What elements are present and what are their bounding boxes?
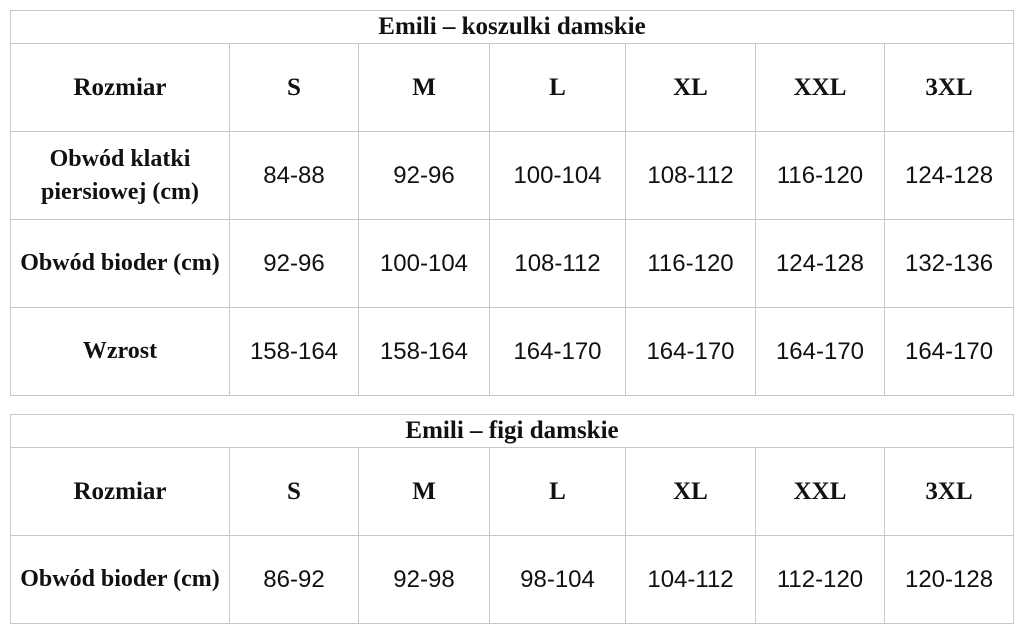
table-row: Wzrost 158-164 158-164 164-170 164-170 164-17… [10,307,1015,396]
measurement-cell: 164-170 [489,307,626,396]
measurement-cell: 164-170 [755,307,885,396]
row-label: Obwód bioder (cm) [10,535,230,624]
measurement-cell: 158-164 [358,307,490,396]
measurement-cell: 132-136 [883,219,1015,308]
measurement-cell: 124-128 [755,219,885,308]
measurement-cell: 92-96 [229,219,359,308]
shirts-size-table: Emili – koszulki damskie Rozmiar S M L XL XXL 3… [9,10,1015,396]
measurement-cell: 104-112 [625,535,756,624]
measurement-cell: 86-92 [229,535,359,624]
size-header: XXL [755,447,885,536]
size-header: S [229,447,359,536]
measurement-cell: 164-170 [883,307,1015,396]
measurement-cell: 108-112 [625,131,756,220]
size-header: L [489,43,626,132]
row-label: Obwód klatki piersiowej (cm) [10,131,230,220]
measurement-cell: 100-104 [489,131,626,220]
measurement-cell: 108-112 [489,219,626,308]
size-header: XL [625,447,756,536]
row-label: Obwód bioder (cm) [10,219,230,308]
size-header: M [358,447,490,536]
measurement-cell: 116-120 [625,219,756,308]
size-header: M [358,43,490,132]
measurement-cell: 164-170 [625,307,756,396]
table-title: Emili – figi damskie [9,414,1015,448]
table-title-row: Emili – figi damskie [9,414,1015,448]
table-title: Emili – koszulki damskie [9,10,1015,44]
size-header: S [229,43,359,132]
size-header: 3XL [883,447,1015,536]
measurement-cell: 100-104 [358,219,490,308]
measurement-cell: 92-98 [358,535,490,624]
row-label: Wzrost [10,307,230,396]
header-row: Rozmiar S M L XL XXL 3XL [10,43,1015,132]
table-title-row: Emili – koszulki damskie [9,10,1015,44]
size-header: XL [625,43,756,132]
measurement-cell: 124-128 [883,131,1015,220]
header-label: Rozmiar [10,447,230,536]
header-label: Rozmiar [10,43,230,132]
size-header: XXL [755,43,885,132]
measurement-cell: 116-120 [755,131,885,220]
table-row: Obwód bioder (cm) 92-96 100-104 108-112 116-… [10,219,1015,308]
measurement-cell: 98-104 [489,535,626,624]
header-row: Rozmiar S M L XL XXL 3XL [10,447,1015,536]
measurement-cell: 120-128 [883,535,1015,624]
size-header: L [489,447,626,536]
briefs-size-table: Emili – figi damskie Rozmiar S M L XL XXL 3XL Ob… [9,414,1015,624]
measurement-cell: 92-96 [358,131,490,220]
measurement-cell: 158-164 [229,307,359,396]
measurement-cell: 84-88 [229,131,359,220]
size-header: 3XL [883,43,1015,132]
table-row: Obwód klatki piersiowej (cm) 84-88 92-96 10… [10,131,1015,220]
table-row: Obwód bioder (cm) 86-92 92-98 98-104 104-112… [10,535,1015,624]
measurement-cell: 112-120 [755,535,885,624]
